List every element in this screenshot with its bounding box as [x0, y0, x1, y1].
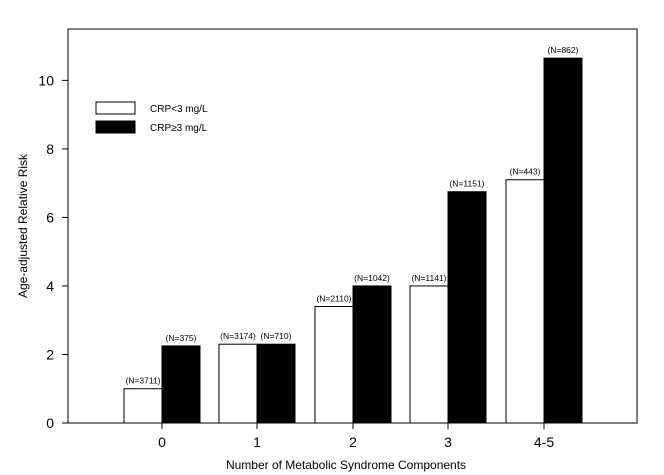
data-label-crp-high-1: (N=710) — [261, 331, 292, 341]
bars — [123, 57, 583, 424]
x-axis: 0 1 2 3 4-5 — [158, 423, 554, 450]
x-tick-label-4-5: 4-5 — [534, 434, 554, 450]
legend-swatch-crp-high — [95, 120, 136, 134]
data-labels: (N=3711) (N=3174) (N=2110) (N=1141) (N=443) (… — [125, 45, 578, 386]
bar-crp-high-4-5 — [543, 57, 583, 424]
x-tick-label-1: 1 — [253, 434, 261, 450]
y-axis-title: Age-adjusted Relative Risk — [16, 153, 30, 298]
bar-crp-low-0 — [123, 388, 163, 424]
x-tick-label-2: 2 — [349, 434, 357, 450]
data-label-crp-high-3: (N=1151) — [449, 179, 484, 189]
y-tick-label-2: 2 — [46, 346, 54, 362]
data-label-crp-low-0: (N=3711) — [125, 376, 160, 386]
bar-crp-high-0 — [161, 345, 201, 424]
data-label-crp-high-4-5: (N=862) — [548, 45, 579, 55]
bar-crp-low-3 — [409, 285, 449, 424]
y-tick-label-8: 8 — [46, 141, 54, 157]
y-tick-label-6: 6 — [46, 209, 54, 225]
y-axis: 0 2 4 6 8 10 — [38, 72, 68, 431]
legend-swatch-crp-low — [95, 101, 136, 115]
x-tick-label-3: 3 — [444, 434, 452, 450]
bar-crp-high-3 — [447, 191, 487, 424]
data-label-crp-low-2: (N=2110) — [316, 294, 351, 304]
legend-label-crp-low: CRP<3 mg/L — [150, 104, 208, 115]
bar-crp-low-2 — [314, 306, 354, 424]
y-tick-label-4: 4 — [46, 278, 54, 294]
y-tick-label-0: 0 — [46, 415, 54, 431]
y-tick-label-10: 10 — [38, 72, 54, 88]
legend-label-crp-high: CRP≥3 mg/L — [150, 123, 208, 134]
data-label-crp-low-4-5: (N=443) — [510, 167, 541, 177]
bar-crp-high-1 — [256, 343, 296, 424]
x-tick-label-0: 0 — [158, 434, 166, 450]
data-label-crp-low-1: (N=3174) — [220, 331, 256, 341]
data-label-crp-low-3: (N=1141) — [411, 273, 446, 283]
bar-crp-low-4-5 — [505, 179, 545, 424]
data-label-crp-high-2: (N=1042) — [354, 273, 390, 283]
bar-crp-low-1 — [218, 343, 258, 424]
legend: CRP<3 mg/L CRP≥3 mg/L — [95, 101, 208, 134]
data-label-crp-high-0: (N=375) — [166, 333, 197, 343]
x-axis-title: Number of Metabolic Syndrome Components — [226, 458, 466, 472]
bar-crp-high-2 — [352, 285, 392, 424]
